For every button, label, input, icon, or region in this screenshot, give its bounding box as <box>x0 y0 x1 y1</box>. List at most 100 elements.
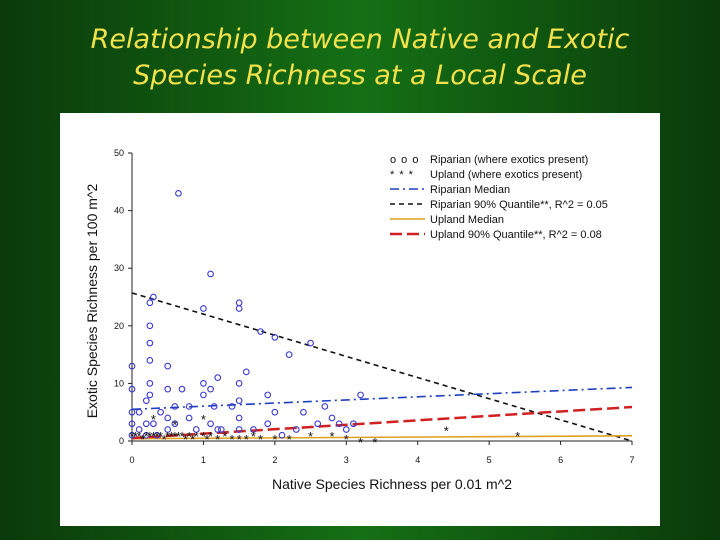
riparian-point <box>185 414 193 422</box>
riparian-point <box>135 426 143 433</box>
upland-point: * <box>344 432 349 447</box>
riparian-point <box>135 408 143 416</box>
riparian-point <box>142 431 150 439</box>
riparian-point <box>235 305 243 312</box>
slide-title-line-2: Species Richness at a Local Scale <box>133 60 587 91</box>
riparian-point <box>214 374 222 381</box>
riparian-point <box>128 420 136 428</box>
riparian-point <box>142 420 150 428</box>
riparian-point <box>214 426 222 433</box>
riparian-point <box>350 420 357 428</box>
riparian-point <box>278 431 286 439</box>
upland-point: * <box>147 429 152 444</box>
x-tick-label: 6 <box>558 455 563 465</box>
riparian-point <box>264 420 272 428</box>
upland-point: * <box>204 432 209 447</box>
riparian-point <box>271 408 279 416</box>
riparian-point <box>164 426 172 433</box>
riparian-point <box>142 397 150 405</box>
riparian-point <box>257 328 264 335</box>
x-tick-label: 1 <box>201 455 206 465</box>
fit-line <box>131 292 633 442</box>
legend-marker: * * * <box>390 169 414 181</box>
upland-point: * <box>201 412 206 427</box>
legend-label: Riparian Median <box>430 184 510 196</box>
upland-point: * <box>176 429 181 444</box>
upland-point: * <box>183 432 188 447</box>
riparian-point <box>235 380 243 387</box>
fit-line <box>131 405 633 440</box>
riparian-point <box>285 351 293 358</box>
legend-label: Upland 90% Quantile**, R^2 = 0.08 <box>430 229 602 241</box>
riparian-point <box>207 420 214 428</box>
x-tick-label: 7 <box>629 455 634 465</box>
y-axis-title: Exotic Species Richness per 100 m^2 <box>84 184 100 419</box>
upland-point: * <box>515 429 520 444</box>
upland-point: * <box>179 429 184 444</box>
upland-point: * <box>194 429 199 444</box>
upland-point: * <box>154 429 159 444</box>
riparian-point <box>242 368 250 376</box>
upland-point: * <box>165 429 170 444</box>
upland-point: * <box>190 432 195 447</box>
upland-point: * <box>144 429 149 444</box>
upland-point: * <box>329 429 334 444</box>
y-tick-label: 10 <box>114 378 124 388</box>
riparian-point <box>307 339 314 347</box>
riparian-point <box>185 403 193 410</box>
upland-point: * <box>215 432 220 447</box>
riparian-point <box>146 322 154 330</box>
riparian-point <box>146 339 154 347</box>
riparian-point <box>164 414 172 422</box>
upland-point: * <box>187 429 192 444</box>
legend-label: Riparian 90% Quantile**, R^2 = 0.05 <box>430 199 608 211</box>
upland-point: * <box>133 429 138 444</box>
riparian-point <box>128 431 136 439</box>
riparian-point <box>328 414 336 422</box>
riparian-point <box>200 380 207 387</box>
x-tick-label: 5 <box>487 455 492 465</box>
riparian-point <box>157 408 164 416</box>
riparian-point <box>128 408 136 416</box>
riparian-point <box>200 391 207 399</box>
y-tick-label: 30 <box>114 263 124 273</box>
riparian-point <box>146 391 154 399</box>
upland-point: * <box>172 418 177 433</box>
upland-point: * <box>444 423 449 438</box>
riparian-point <box>128 385 136 393</box>
upland-point: * <box>244 432 249 447</box>
riparian-point <box>175 189 182 197</box>
upland-point: * <box>372 435 377 450</box>
riparian-point <box>164 362 172 370</box>
y-tick-label: 40 <box>114 206 124 216</box>
riparian-point <box>235 299 243 307</box>
upland-point: * <box>169 429 174 444</box>
slide-title: Relationship between Native and Exotic S… <box>0 22 720 94</box>
upland-point: * <box>287 432 292 447</box>
riparian-point <box>217 426 225 433</box>
riparian-point <box>207 385 214 393</box>
upland-point: * <box>358 435 363 450</box>
riparian-point <box>314 420 322 428</box>
x-tick-label: 4 <box>415 455 420 465</box>
upland-point: * <box>151 429 156 444</box>
riparian-point <box>146 299 154 307</box>
legend-label: Upland Median <box>430 214 504 226</box>
riparian-point <box>150 420 157 428</box>
riparian-point <box>207 270 214 278</box>
riparian-point <box>146 357 154 364</box>
riparian-point <box>300 408 307 416</box>
riparian-point <box>264 391 272 399</box>
x-tick-label: 0 <box>129 455 134 465</box>
riparian-point <box>357 391 364 399</box>
riparian-point <box>210 403 218 410</box>
chart-panel: 0 1 2 3 4 5 6 7 0 10 20 30 40 50 Native Species Richne… <box>60 113 660 526</box>
riparian-point <box>321 403 329 410</box>
x-tick-label: 2 <box>272 455 277 465</box>
riparian-point <box>235 426 243 433</box>
riparian-point <box>153 431 161 439</box>
riparian-point <box>235 397 243 405</box>
riparian-point <box>200 305 207 312</box>
riparian-point <box>235 414 243 422</box>
upland-point: * <box>272 432 277 447</box>
